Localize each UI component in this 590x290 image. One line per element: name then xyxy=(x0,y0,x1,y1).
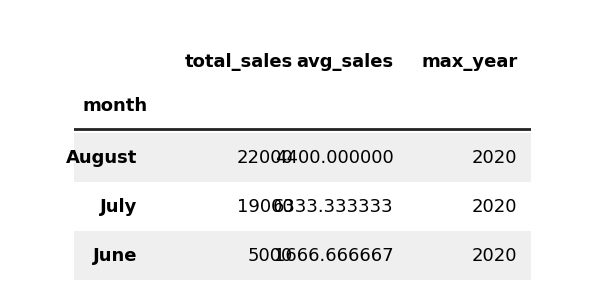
Text: month: month xyxy=(83,97,148,115)
Text: August: August xyxy=(67,148,137,167)
Text: 1666.666667: 1666.666667 xyxy=(274,247,394,265)
Text: June: June xyxy=(93,247,137,265)
Text: 4400.000000: 4400.000000 xyxy=(275,148,394,167)
Text: 22000: 22000 xyxy=(237,148,293,167)
Text: 19000: 19000 xyxy=(237,198,293,216)
Text: 6333.333333: 6333.333333 xyxy=(273,198,394,216)
Text: 5000: 5000 xyxy=(248,247,293,265)
FancyBboxPatch shape xyxy=(74,133,531,182)
Text: total_sales: total_sales xyxy=(185,53,293,71)
Text: 2020: 2020 xyxy=(472,247,517,265)
Text: July: July xyxy=(100,198,137,216)
Text: avg_sales: avg_sales xyxy=(297,53,394,71)
Text: 2020: 2020 xyxy=(472,148,517,167)
Text: 2020: 2020 xyxy=(472,198,517,216)
FancyBboxPatch shape xyxy=(74,231,531,280)
FancyBboxPatch shape xyxy=(74,182,531,231)
Text: max_year: max_year xyxy=(421,53,517,71)
